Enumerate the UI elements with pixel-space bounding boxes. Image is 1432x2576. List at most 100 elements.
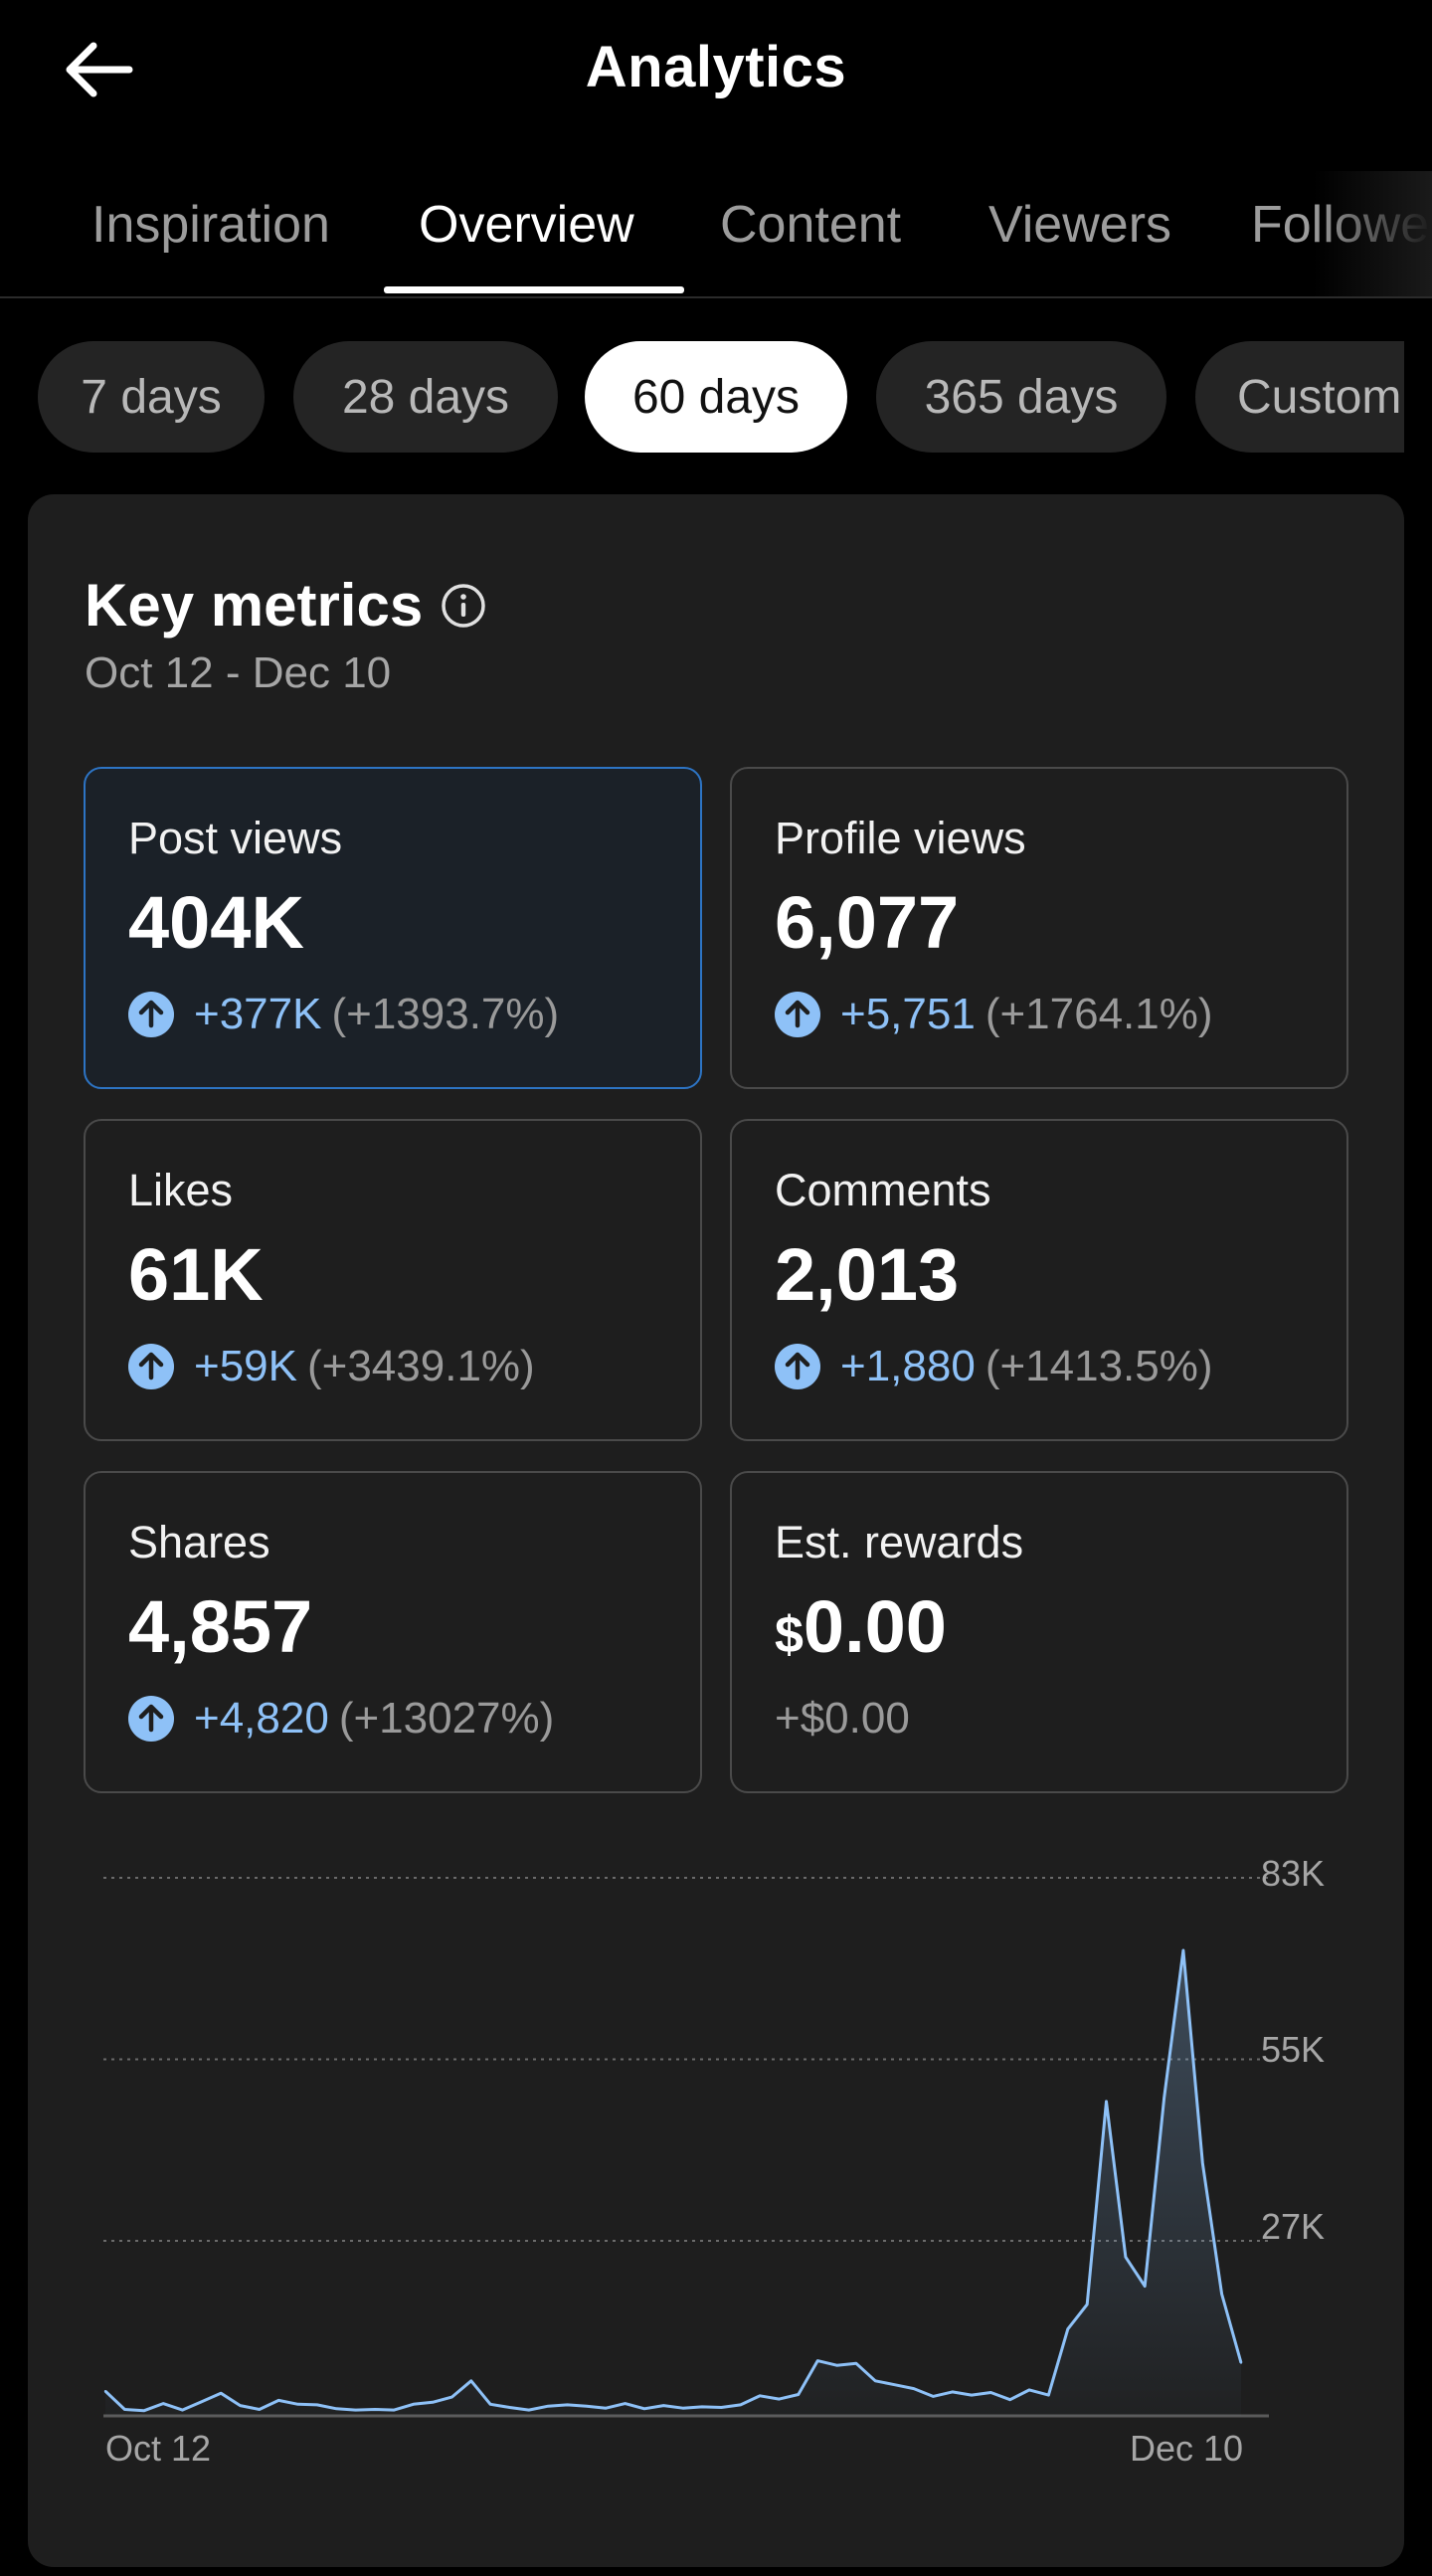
data-point-37 xyxy=(815,2359,819,2362)
metric-change: +4,820 (+13027%) xyxy=(128,1694,554,1744)
active-tab-indicator xyxy=(384,286,684,293)
data-point-53 xyxy=(1124,2256,1128,2259)
metric-tile-post-views[interactable]: Post views 404K +377K (+1393.7%) xyxy=(84,767,702,1089)
data-point-43 xyxy=(932,2395,935,2398)
data-point-32 xyxy=(720,2406,723,2409)
data-point-47 xyxy=(1008,2398,1011,2401)
y-tick-label-55k: 55K xyxy=(1261,2029,1326,2070)
range-60-days[interactable]: 60 days xyxy=(585,341,847,453)
metric-tile-profile-views[interactable]: Profile views 6,077 +5,751 (+1764.1%) xyxy=(730,767,1348,1089)
metric-change-percent: (+1413.5%) xyxy=(984,1342,1213,1390)
key-metrics-title: Key metrics xyxy=(85,572,424,639)
data-point-55 xyxy=(1163,2097,1165,2100)
metric-tile-likes[interactable]: Likes 61K +59K (+3439.1%) xyxy=(84,1119,702,1441)
metric-label: Est. rewards xyxy=(775,1517,1024,1567)
post-views-chart[interactable]: 83K 55K 27K Oct 12 Dec 10 xyxy=(28,1837,1404,2474)
data-point-12 xyxy=(335,2407,338,2411)
data-point-29 xyxy=(662,2404,665,2407)
metric-change-absolute: +4,820 xyxy=(194,1694,329,1743)
x-axis-end-label: Dec 10 xyxy=(1130,2428,1244,2469)
y-tick-label-27k: 27K xyxy=(1261,2206,1326,2247)
data-point-41 xyxy=(893,2383,896,2386)
metric-change: +377K (+1393.7%) xyxy=(128,990,559,1039)
data-point-57 xyxy=(1201,2161,1204,2164)
data-point-31 xyxy=(700,2405,704,2409)
data-point-21 xyxy=(508,2406,511,2409)
range-365-days[interactable]: 365 days xyxy=(876,341,1166,453)
key-metrics-card: Key metrics Oct 12 - Dec 10 Post views 4… xyxy=(28,494,1404,2567)
data-point-13 xyxy=(354,2408,357,2412)
data-point-8 xyxy=(258,2408,262,2411)
data-point-9 xyxy=(277,2399,280,2402)
chart-canvas xyxy=(103,1877,1269,2418)
tabs-scroll-fade xyxy=(1313,171,1432,296)
data-point-6 xyxy=(219,2391,223,2395)
arrow-up-circle-icon xyxy=(128,1344,174,1389)
data-point-25 xyxy=(585,2405,589,2408)
data-point-51 xyxy=(1085,2302,1089,2306)
data-point-26 xyxy=(605,2406,608,2410)
data-point-36 xyxy=(797,2393,801,2396)
data-point-49 xyxy=(1047,2393,1050,2397)
data-point-7 xyxy=(239,2404,242,2407)
metric-change: +5,751 (+1764.1%) xyxy=(775,990,1213,1039)
range-custom[interactable]: Custom xyxy=(1195,341,1404,453)
data-point-20 xyxy=(488,2403,492,2406)
metric-change-percent: (+3439.1%) xyxy=(306,1342,535,1390)
data-point-4 xyxy=(181,2408,184,2412)
metric-value: $0.00 xyxy=(775,1584,947,1669)
data-point-10 xyxy=(296,2403,299,2406)
data-point-16 xyxy=(412,2403,415,2406)
data-point-15 xyxy=(393,2408,396,2412)
data-point-56 xyxy=(1181,1948,1185,1952)
data-point-3 xyxy=(161,2402,165,2405)
data-point-30 xyxy=(681,2406,684,2410)
arrow-up-circle-icon xyxy=(128,1696,174,1742)
y-tick-label-83k: 83K xyxy=(1261,1853,1326,1894)
tab-viewers[interactable]: Viewers xyxy=(988,196,1172,254)
metric-change-absolute: +5,751 xyxy=(840,990,976,1038)
data-point-50 xyxy=(1066,2327,1069,2330)
metric-label: Profile views xyxy=(775,813,1026,863)
page-title: Analytics xyxy=(585,35,847,99)
tab-bar: Inspiration Overview Content Viewers Fol… xyxy=(0,171,1432,298)
metric-change-percent: (+1764.1%) xyxy=(984,990,1213,1038)
tab-content[interactable]: Content xyxy=(720,196,902,254)
info-icon[interactable] xyxy=(441,583,486,629)
data-point-28 xyxy=(642,2407,646,2411)
x-axis-start-label: Oct 12 xyxy=(105,2428,212,2469)
metric-tile-shares[interactable]: Shares 4,857 +4,820 (+13027%) xyxy=(84,1471,702,1793)
data-point-46 xyxy=(989,2391,992,2394)
metric-value: 404K xyxy=(128,881,304,964)
metric-change-absolute: +59K xyxy=(194,1342,297,1390)
metric-change-percent: (+1393.7%) xyxy=(331,990,560,1038)
data-point-48 xyxy=(1027,2388,1031,2392)
metric-tile-est-rewards[interactable]: Est. rewards $0.00 +$0.00 xyxy=(730,1471,1348,1793)
metric-value: 4,857 xyxy=(128,1585,313,1668)
data-point-38 xyxy=(835,2363,838,2367)
data-point-39 xyxy=(854,2362,858,2365)
metric-change-absolute: +377K xyxy=(194,990,322,1038)
arrow-up-circle-icon xyxy=(775,1344,820,1389)
range-7-days[interactable]: 7 days xyxy=(38,341,265,453)
metric-value: 2,013 xyxy=(775,1233,960,1316)
data-point-33 xyxy=(739,2403,742,2407)
data-point-58 xyxy=(1220,2293,1223,2296)
metric-label: Post views xyxy=(128,813,343,863)
data-point-23 xyxy=(546,2405,550,2408)
metric-label: Shares xyxy=(128,1517,270,1567)
data-point-42 xyxy=(912,2387,916,2390)
metric-change: +59K (+3439.1%) xyxy=(128,1342,535,1391)
currency-symbol: $ xyxy=(775,1606,804,1664)
tab-inspiration[interactable]: Inspiration xyxy=(91,196,330,254)
rewards-amount: 0.00 xyxy=(803,1585,947,1668)
data-point-34 xyxy=(758,2394,762,2397)
back-button[interactable] xyxy=(58,30,137,109)
series-line xyxy=(103,1948,1243,2413)
range-28-days[interactable]: 28 days xyxy=(293,341,558,453)
tab-overview[interactable]: Overview xyxy=(419,196,634,254)
arrow-left-icon xyxy=(66,42,133,97)
metric-change-absolute: +1,880 xyxy=(840,1342,976,1390)
data-point-35 xyxy=(778,2397,781,2401)
metric-tile-comments[interactable]: Comments 2,013 +1,880 (+1413.5%) xyxy=(730,1119,1348,1441)
